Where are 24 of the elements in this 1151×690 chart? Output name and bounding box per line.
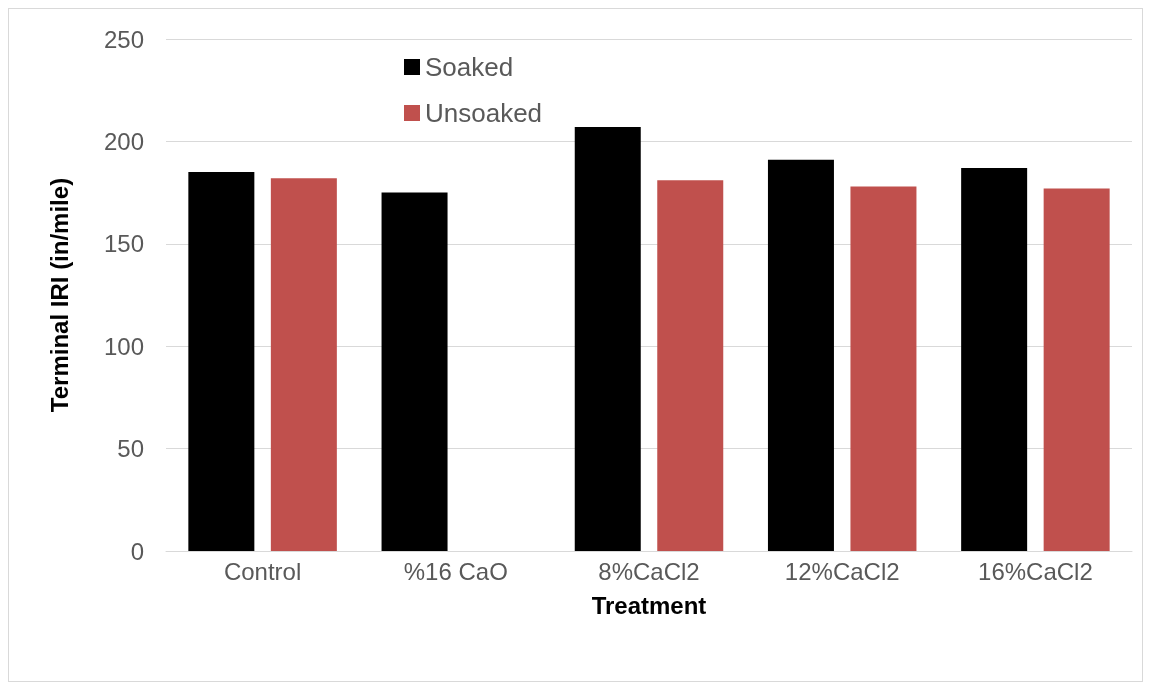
bar (188, 172, 255, 551)
y-tick-label: 100 (103, 332, 144, 360)
x-tick-label: 12%CaCl2 (784, 557, 900, 585)
legend-label: Unsoaked (425, 98, 543, 128)
x-axis-title: Treatment (591, 591, 707, 619)
bar (657, 180, 724, 551)
x-tick-label: 16%CaCl2 (978, 557, 1093, 585)
x-tick-label: Control (223, 557, 302, 585)
y-tick-label: 200 (103, 127, 144, 155)
y-tick-label: 50 (117, 435, 144, 463)
bar (850, 186, 917, 551)
bar (961, 168, 1028, 551)
y-axis-title: Terminal IRI (in/mile) (45, 177, 73, 413)
bar (574, 127, 641, 551)
bar (381, 192, 448, 551)
y-tick-label: 250 (103, 25, 144, 53)
legend-label: Soaked (425, 52, 514, 82)
x-tick-label: %16 CaO (403, 557, 508, 585)
bar (767, 159, 834, 551)
y-tick-label: 0 (130, 537, 144, 565)
bar (1043, 188, 1110, 551)
y-tick-label: 150 (103, 230, 144, 258)
bar (270, 178, 337, 551)
x-tick-label: 8%CaCl2 (598, 557, 700, 585)
